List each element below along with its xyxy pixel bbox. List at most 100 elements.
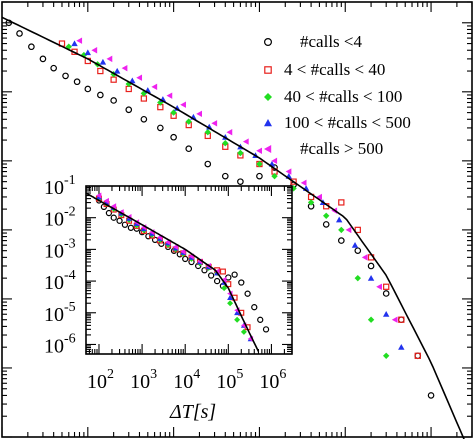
data-point [227,300,234,307]
data-point [105,209,113,217]
data-point [125,106,133,114]
x-tick-label: 106 [259,367,286,393]
data-point [234,309,241,316]
data-point [121,221,129,228]
data-point [226,129,233,136]
data-point [170,109,177,116]
data-point [213,277,221,285]
data-point [242,138,249,145]
data-point [251,304,258,311]
data-point [221,276,227,283]
data-point [97,91,104,99]
data-point [271,164,278,171]
data-point [151,83,158,91]
data-point [157,124,164,132]
data-point [136,74,143,81]
data-point [397,316,405,324]
x-tick-exponent: 5 [236,367,243,382]
data-point [16,30,23,37]
data-point [106,55,113,63]
data-point [221,172,229,180]
y-tick-label: 10-5 [44,300,76,326]
data-point [351,242,359,248]
legend-entry: #calls <4 [264,32,362,51]
data-point [201,267,208,274]
data-point [71,40,78,47]
data-point [335,216,343,223]
data-point [361,254,368,261]
data-point [231,271,238,278]
data-point [354,226,361,234]
inset-fit-curve [85,192,260,352]
data-point [222,140,229,147]
data-point [262,326,270,333]
data-point [110,203,117,210]
data-point [244,290,251,297]
y-tick-label: 10-1 [44,173,76,199]
x-tick-label: 103 [130,367,157,393]
data-point [140,95,148,102]
y-tick-label: 10-3 [44,236,76,262]
data-point [116,217,123,224]
data-point [237,149,244,157]
data-point [398,316,405,323]
data-point [91,47,98,54]
x-tick-exponent: 2 [107,367,114,382]
y-tick-exponent: -2 [64,205,76,220]
data-point [345,226,352,234]
data-point [84,85,92,93]
data-point [166,92,173,99]
data-point [264,37,273,46]
data-point [227,294,234,301]
data-point [238,279,245,286]
data-point [103,197,109,204]
x-tick-label: 105 [216,367,243,393]
data-point [237,178,244,185]
data-point [240,328,247,335]
data-point [99,58,107,65]
data-point [50,64,57,72]
data-point [382,352,390,360]
data-point [204,129,211,136]
data-point [204,160,212,168]
data-point [391,316,398,323]
inset-axis-ticks [85,185,293,355]
data-point [383,283,390,290]
data-point [65,43,72,50]
data-point [367,316,375,323]
data-point [271,172,278,180]
x-tick-label: 102 [87,367,114,393]
legend-label: 100 < #calls < 500 [284,113,411,132]
data-point [376,283,382,290]
data-point [28,43,35,51]
y-tick-exponent: -5 [64,300,76,315]
legend-label: #calls > 500 [300,139,383,158]
data-point [256,172,263,180]
inset-x-tick-labels: 102 103 104 105 106 [87,367,286,393]
x-tick-exponent: 6 [279,367,286,382]
data-point [271,157,278,165]
y-tick-exponent: -1 [64,173,76,188]
data-point [427,392,435,399]
data-point [180,101,186,108]
data-point [414,352,421,359]
data-point [182,255,189,263]
legend-label: 40 < #calls < 100 [284,87,402,106]
data-point [219,268,226,275]
main-fit-curve [1,16,465,439]
data-point [234,316,241,323]
y-tick-exponent: -4 [64,268,76,283]
data-point [338,226,345,234]
data-point [337,237,345,244]
data-point [113,67,121,74]
data-point [367,262,375,270]
data-point [110,76,117,83]
x-tick-exponent: 4 [193,367,200,382]
data-point [290,178,297,185]
data-point [180,248,186,255]
legend-entry: 100 < #calls < 500 [264,113,411,132]
data-point [300,179,307,187]
data-point [121,64,128,72]
